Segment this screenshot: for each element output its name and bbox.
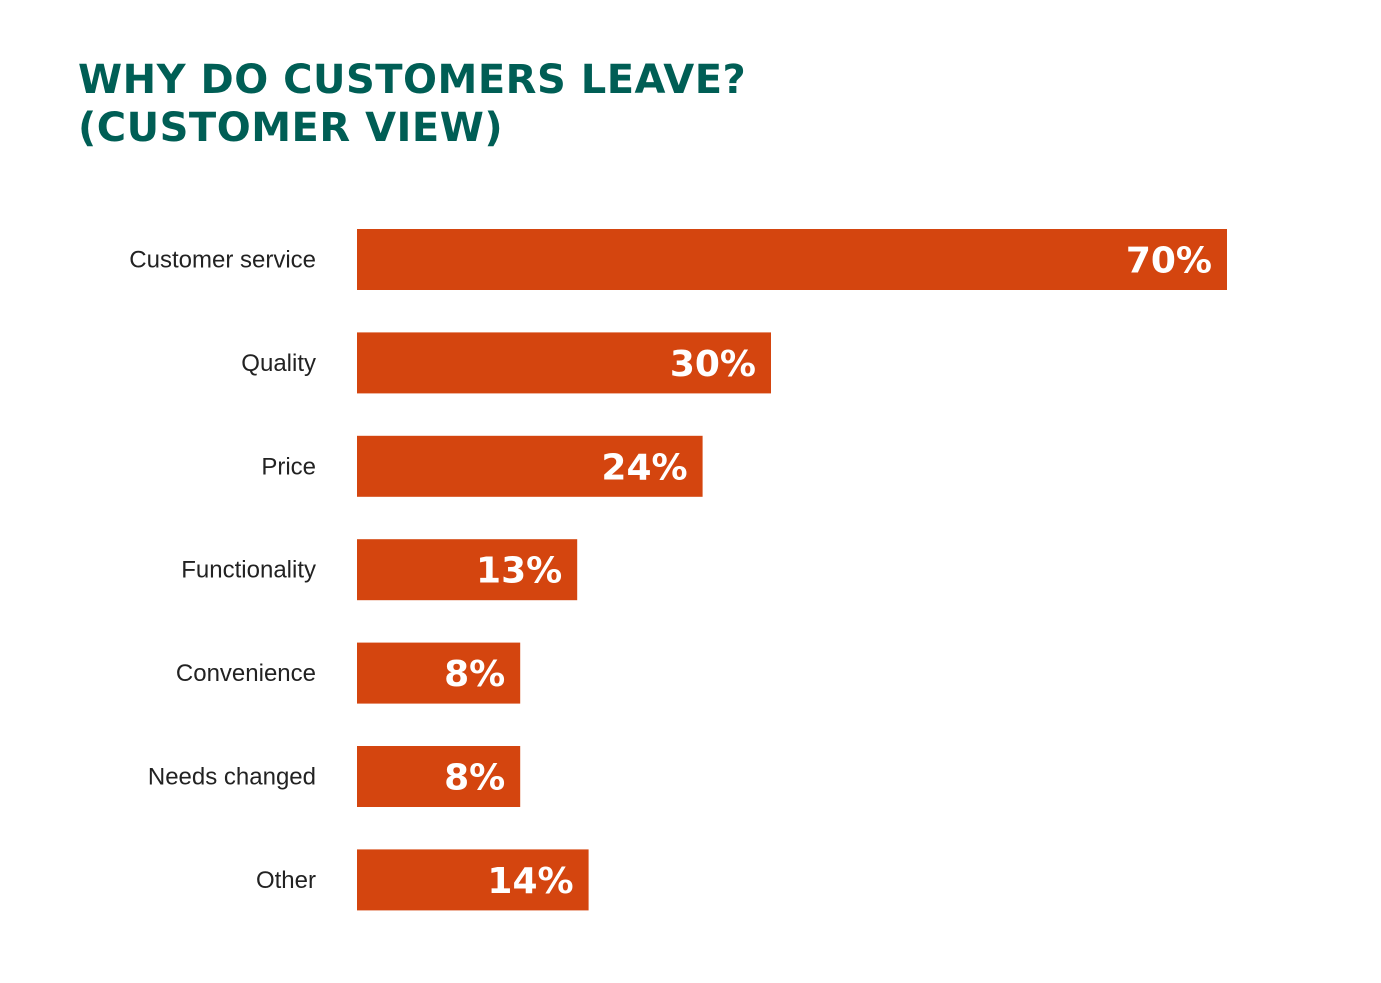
- value-label: 70%: [1126, 241, 1212, 282]
- value-label: 8%: [444, 758, 505, 799]
- bar-needs-changed: [357, 746, 521, 807]
- chart-title-line-1: WHY DO CUSTOMERS LEAVE?: [78, 57, 747, 103]
- chart-title-line-2: (CUSTOMER VIEW): [78, 105, 504, 151]
- value-label: 24%: [601, 447, 687, 488]
- category-label: Other: [256, 867, 316, 894]
- category-label: Customer service: [129, 247, 316, 274]
- bar-customer-service: [357, 229, 1227, 290]
- chart-title: WHY DO CUSTOMERS LEAVE? (CUSTOMER VIEW): [78, 56, 746, 152]
- bar-convenience: [357, 642, 521, 704]
- value-label: 13%: [476, 551, 562, 592]
- bar-quality: [357, 332, 771, 394]
- bar-price: [357, 435, 703, 497]
- category-label: Convenience: [176, 660, 316, 687]
- bar-other: [357, 849, 589, 911]
- category-label: Quality: [241, 350, 316, 377]
- value-label: 30%: [670, 344, 756, 385]
- bar-functionality: [357, 539, 578, 601]
- category-label: Needs changed: [148, 764, 316, 791]
- value-label: 8%: [444, 654, 505, 695]
- category-label: Price: [261, 453, 316, 480]
- category-label: Functionality: [181, 557, 316, 584]
- value-label: 14%: [487, 861, 573, 902]
